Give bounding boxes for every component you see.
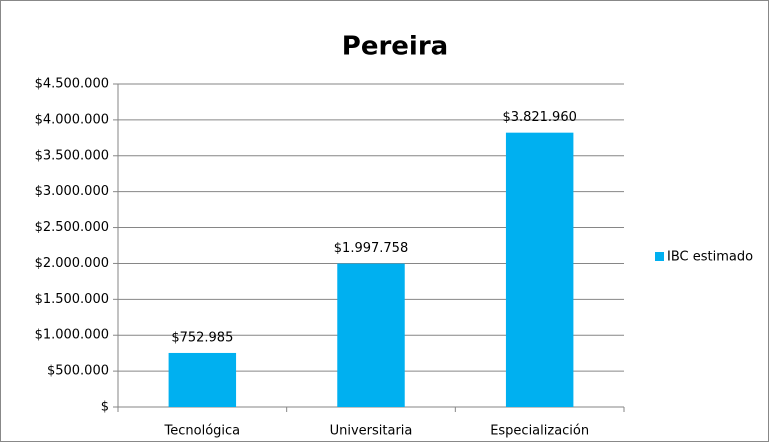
data-label: $752.985 xyxy=(171,330,233,345)
y-tick-label: $2.000.000 xyxy=(35,256,109,271)
y-tick-label: $1.000.000 xyxy=(35,328,109,343)
bar xyxy=(505,132,574,407)
chart-title: Pereira xyxy=(342,32,448,62)
y-tick-label: $500.000 xyxy=(47,364,109,379)
y-tick-label: $ xyxy=(101,400,109,415)
bar xyxy=(337,263,405,407)
y-tick-label: $3.500.000 xyxy=(35,148,109,163)
bar xyxy=(168,352,237,407)
legend-label: IBC estimado xyxy=(667,250,753,265)
y-tick-label: $4.500.000 xyxy=(35,77,109,92)
data-label: $1.997.758 xyxy=(334,241,408,256)
data-label: $3.821.960 xyxy=(502,110,576,125)
x-tick-label: Tecnológica xyxy=(164,424,241,439)
y-tick-label: $2.500.000 xyxy=(35,220,109,235)
y-tick-label: $4.000.000 xyxy=(35,112,109,127)
legend-swatch xyxy=(655,252,664,261)
y-tick-label: $1.500.000 xyxy=(35,292,109,307)
x-tick-label: Universitaria xyxy=(330,424,413,439)
y-tick-label: $3.000.000 xyxy=(35,184,109,199)
x-tick-label: Especialización xyxy=(490,424,589,439)
